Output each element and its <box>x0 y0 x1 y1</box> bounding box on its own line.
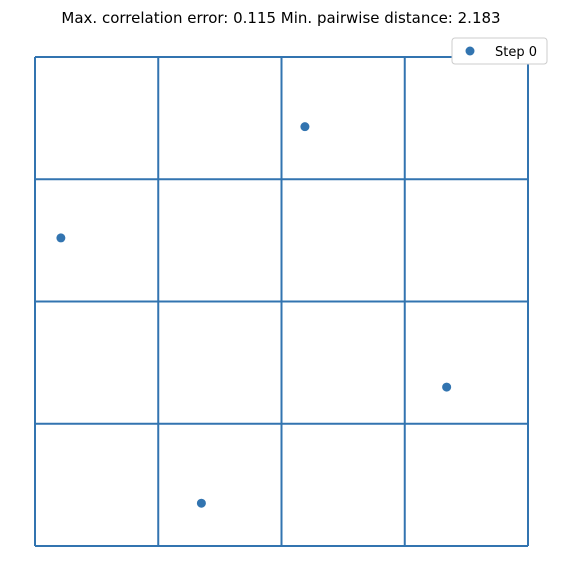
data-point-1 <box>56 233 65 242</box>
data-point-2 <box>442 383 451 392</box>
legend-label: Step 0 <box>495 45 537 60</box>
grid <box>35 57 528 546</box>
chart-title: Max. correlation error: 0.115 Min. pairw… <box>61 9 500 27</box>
data-point-3 <box>197 499 206 508</box>
data-point-0 <box>300 122 309 131</box>
legend: Step 0 <box>452 38 547 64</box>
legend-marker <box>466 47 475 56</box>
